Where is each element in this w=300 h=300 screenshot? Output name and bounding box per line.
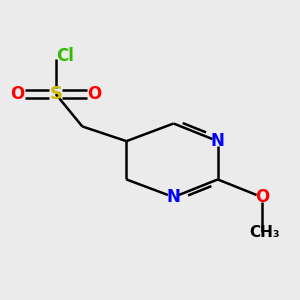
Text: S: S xyxy=(49,85,62,103)
Text: N: N xyxy=(167,188,181,206)
Text: Cl: Cl xyxy=(56,47,74,65)
Text: O: O xyxy=(87,85,101,103)
Text: CH₃: CH₃ xyxy=(250,225,280,240)
Text: N: N xyxy=(211,132,225,150)
Text: O: O xyxy=(255,188,269,206)
Text: O: O xyxy=(11,85,25,103)
